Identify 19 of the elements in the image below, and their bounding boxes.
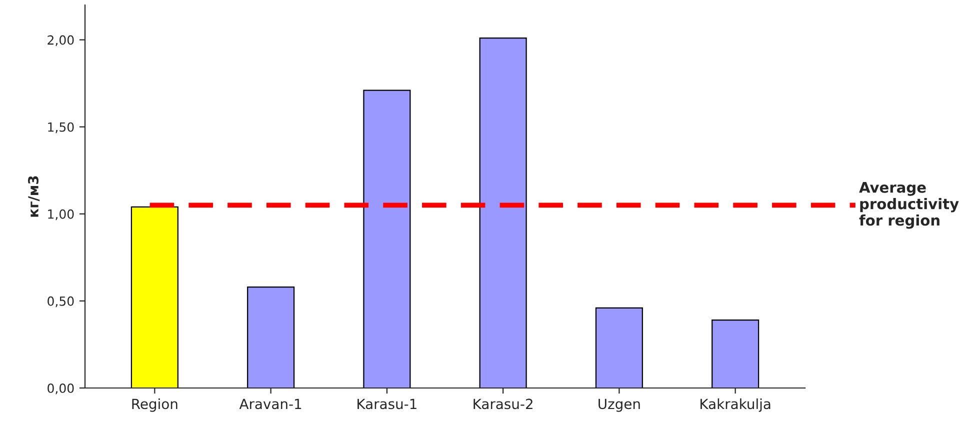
x-tick-label: Aravan-1 xyxy=(239,398,302,410)
x-tick-label: Kakrakulja xyxy=(700,398,770,412)
y-tick-label: 0,00 xyxy=(48,383,74,394)
y-tick-label: 1,00 xyxy=(48,209,74,220)
x-tick-label: Region xyxy=(132,398,178,412)
bar xyxy=(363,90,411,388)
y-tick-label: 1,50 xyxy=(48,122,74,134)
x-tick-label: Karasu-2 xyxy=(474,398,532,410)
ref-line-label: Average productivity for region xyxy=(859,182,959,229)
bar xyxy=(595,307,643,388)
y-tick-label: 2,00 xyxy=(48,35,74,46)
bar xyxy=(712,320,760,388)
bar xyxy=(247,286,295,388)
y-axis-title: кг/м3 xyxy=(28,176,40,217)
x-tick-label: Karasu-1 xyxy=(358,398,416,410)
bar xyxy=(479,38,527,388)
x-tick-label: Uzgen xyxy=(598,398,640,412)
y-tick-label: 0,50 xyxy=(48,296,74,308)
bar xyxy=(130,206,178,388)
